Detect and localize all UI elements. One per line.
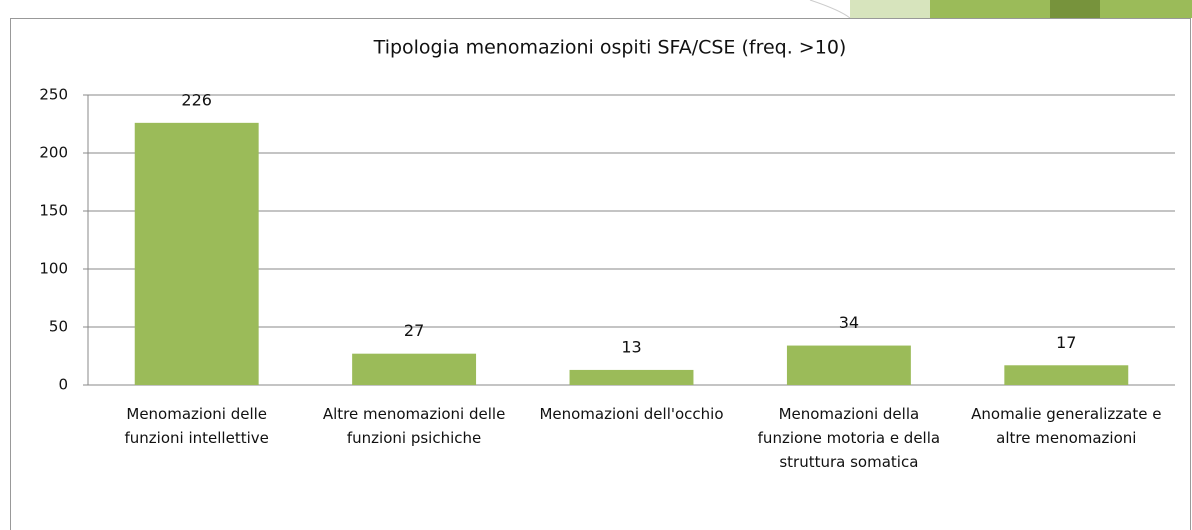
bar bbox=[786, 345, 911, 385]
value-label: 34 bbox=[839, 313, 859, 332]
y-tick-label: 0 bbox=[58, 376, 68, 394]
bar bbox=[1004, 365, 1129, 385]
value-label: 13 bbox=[621, 337, 641, 356]
y-tick-label: 50 bbox=[49, 318, 68, 336]
x-tick-label: Menomazioni della funzione motoria e del… bbox=[757, 405, 941, 471]
decoration bbox=[809, 0, 1192, 19]
value-label: 27 bbox=[404, 321, 424, 340]
y-tick-label: 250 bbox=[39, 86, 68, 104]
bar bbox=[569, 369, 694, 385]
y-tick-label: 150 bbox=[39, 202, 68, 220]
x-tick-label: Menomazioni delle funzioni intellettive bbox=[124, 405, 269, 447]
y-tick-label: 200 bbox=[39, 144, 68, 162]
x-tick-label: Altre menomazioni delle funzioni psichic… bbox=[322, 405, 506, 447]
x-tick-label: Menomazioni dell'occhio bbox=[539, 405, 724, 423]
y-tick-label: 100 bbox=[39, 260, 68, 278]
x-tick-label: Anomalie generalizzate e altre menomazio… bbox=[971, 405, 1162, 447]
bar bbox=[134, 122, 259, 385]
value-label: 226 bbox=[181, 90, 212, 109]
value-label: 17 bbox=[1056, 333, 1076, 352]
bar bbox=[352, 353, 477, 385]
chart-title: Tipologia menomazioni ospiti SFA/CSE (fr… bbox=[373, 37, 847, 59]
